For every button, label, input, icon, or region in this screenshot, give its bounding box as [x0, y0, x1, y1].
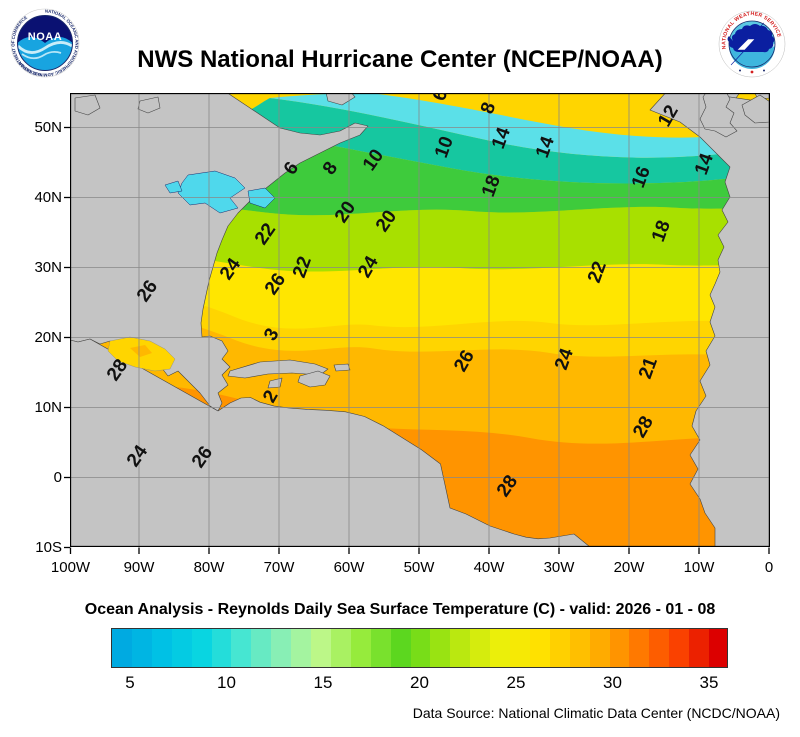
svg-text:40N: 40N	[34, 189, 62, 206]
svg-text:NOAA: NOAA	[28, 31, 62, 43]
svg-text:25: 25	[507, 673, 526, 692]
svg-text:30W: 30W	[544, 559, 576, 576]
svg-text:20: 20	[410, 673, 429, 692]
svg-text:10: 10	[217, 673, 236, 692]
svg-text:35: 35	[700, 673, 719, 692]
svg-text:20N: 20N	[34, 329, 62, 346]
svg-text:10S: 10S	[35, 539, 62, 556]
svg-text:0: 0	[765, 559, 773, 576]
svg-text:40W: 40W	[474, 559, 506, 576]
svg-text:30N: 30N	[34, 259, 62, 276]
svg-text:90W: 90W	[124, 559, 156, 576]
svg-text:10W: 10W	[684, 559, 716, 576]
svg-text:30: 30	[603, 673, 622, 692]
svg-text:80W: 80W	[194, 559, 226, 576]
svg-text:5: 5	[125, 673, 134, 692]
svg-text:60W: 60W	[334, 559, 366, 576]
svg-text:50N: 50N	[34, 119, 62, 136]
svg-text:15: 15	[314, 673, 333, 692]
svg-text:0: 0	[54, 469, 62, 486]
svg-text:50W: 50W	[404, 559, 436, 576]
svg-text:100W: 100W	[51, 559, 91, 576]
svg-text:20W: 20W	[614, 559, 646, 576]
svg-text:10N: 10N	[34, 399, 62, 416]
svg-text:70W: 70W	[264, 559, 296, 576]
